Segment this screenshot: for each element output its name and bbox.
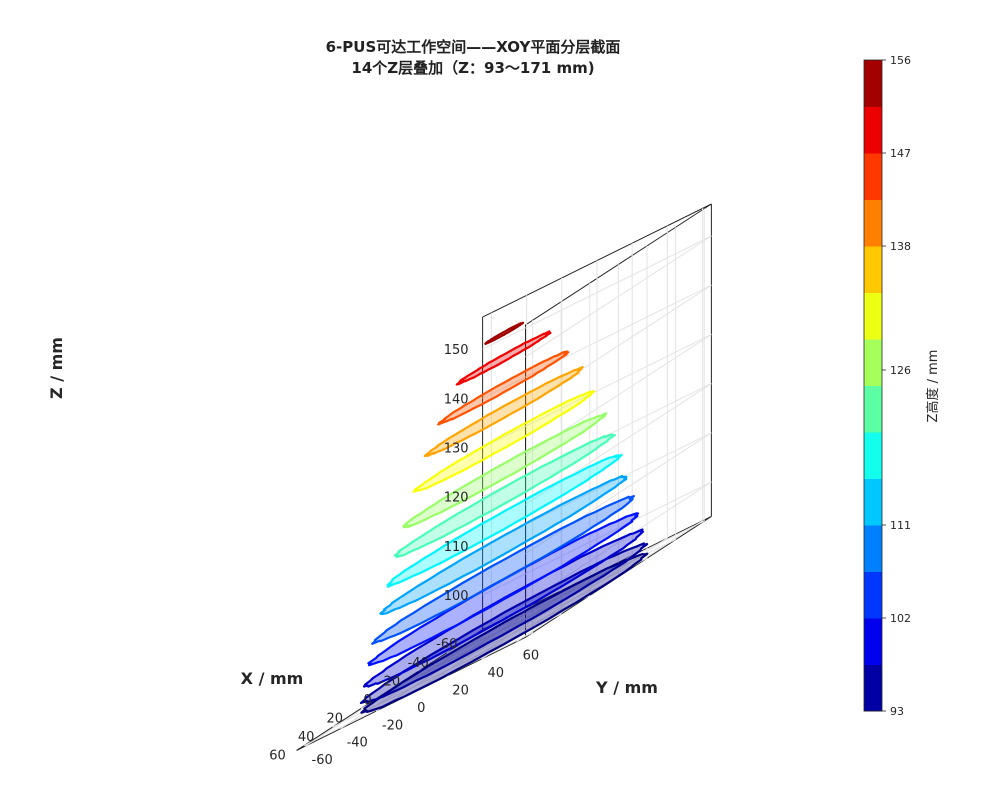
colorbar-tick-label: 147: [890, 147, 911, 160]
grid-line: [525, 481, 712, 604]
colorbar-tick-label: 138: [890, 240, 911, 253]
colorbar-segment: [864, 199, 882, 247]
y-tick-label: 60: [523, 649, 540, 664]
grid-line: [482, 284, 712, 399]
colorbar-frame: [863, 59, 883, 712]
layer-contour: [423, 365, 584, 458]
layer-contour: [393, 433, 616, 559]
colorbar-segment: [864, 153, 882, 200]
z-tick-label: 110: [444, 540, 469, 555]
layer-contour: [402, 412, 608, 529]
x-tick-label: -20: [379, 674, 400, 689]
x-axis-label: X / mm: [241, 669, 304, 688]
y-tick-label: 0: [417, 701, 425, 716]
y-tick-label: -40: [347, 736, 368, 751]
colorbar-segment: [864, 292, 882, 340]
grid-line: [482, 235, 712, 350]
grid-line: [525, 235, 712, 358]
layer-contour: [386, 453, 623, 588]
colorbar-tick-label: 102: [890, 612, 911, 625]
z-axis-label: Z / mm: [47, 337, 66, 399]
colorbar-segment: [864, 385, 882, 433]
grid-line: [446, 555, 633, 677]
colorbar-tick-label: 93: [890, 705, 904, 718]
colorbar-segment: [864, 246, 882, 293]
grid-line: [482, 333, 712, 448]
z-tick-label: 130: [444, 442, 469, 457]
layer-stack: [359, 321, 649, 714]
colorbar: 93 102 111 126 138 147 156: [863, 54, 911, 718]
chart-title: 6-PUS可达工作空间——XOY平面分层截面: [326, 38, 621, 56]
y-axis-label: Y / mm: [595, 678, 658, 697]
y-tick-label: 20: [452, 684, 469, 699]
grid-line: [375, 589, 563, 712]
layer-contour: [371, 495, 636, 645]
colorbar-segment: [864, 664, 882, 712]
x-tick-label: -60: [436, 637, 457, 652]
colorbar-segment: [864, 618, 882, 665]
layer-contour: [455, 330, 552, 386]
colorbar-segment: [864, 60, 882, 107]
grid-line: [482, 481, 712, 596]
y-tick-label: 40: [488, 666, 505, 681]
layer-contour: [412, 390, 596, 493]
colorbar-tick-label: 126: [890, 364, 911, 377]
x-tick-label: -40: [408, 656, 429, 671]
colorbar-segment: [864, 432, 882, 479]
chart-subtitle: 14个Z层叠加（Z：93～171 mm): [351, 59, 594, 77]
z-tick-label: 140: [444, 392, 469, 407]
z-tick-label: 150: [444, 343, 469, 358]
x-tick-label: 20: [326, 712, 343, 727]
y-tick-label: -20: [382, 718, 403, 733]
z-tick-label: 120: [444, 491, 469, 506]
colorbar-segment: [864, 571, 882, 619]
colorbar-segment: [864, 478, 882, 526]
tick-labels: -60 -40 -20 0 20 40 60 -60 -40 -20 0 20 40 60 100 110 12…: [269, 343, 539, 768]
layer-contour: [359, 542, 649, 705]
layer-contour: [379, 474, 628, 616]
colorbar-tick-label: 156: [890, 54, 911, 67]
layer-contour: [367, 512, 640, 667]
z-tick-label: 100: [444, 589, 469, 604]
x-tick-label: 60: [269, 749, 286, 764]
colorbar-tick-label: 111: [890, 519, 911, 532]
colorbar-segment: [864, 339, 882, 386]
layer-contour: [484, 321, 525, 345]
layer-contour: [437, 350, 570, 426]
grid-line: [525, 432, 712, 555]
x-tick-label: 0: [363, 693, 371, 708]
y-tick-label: -60: [312, 753, 333, 768]
colorbar-segment: [864, 525, 882, 572]
colorbar-segment: [864, 106, 882, 154]
layer-contour: [363, 528, 645, 688]
colorbar-label: Z高度 / mm: [925, 350, 941, 423]
x-tick-label: 40: [298, 730, 315, 745]
